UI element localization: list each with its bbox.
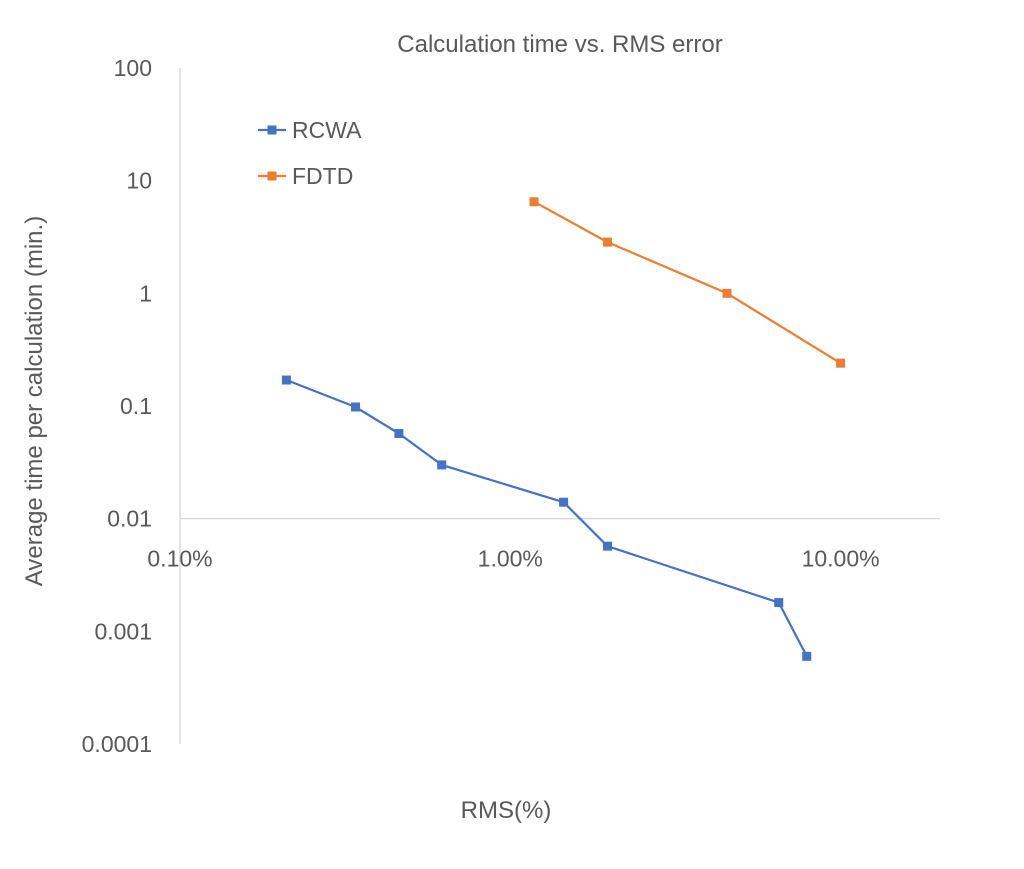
data-point bbox=[529, 197, 539, 207]
legend-label: FDTD bbox=[292, 163, 353, 189]
y-axis-title: Average time per calculation (min.) bbox=[21, 216, 48, 586]
chart-title: Calculation time vs. RMS error bbox=[397, 31, 722, 58]
data-point bbox=[394, 429, 404, 439]
data-point bbox=[722, 288, 732, 298]
series-rcwa bbox=[281, 375, 812, 661]
x-tick-label: 0.10% bbox=[147, 546, 212, 572]
legend-marker bbox=[267, 171, 277, 181]
y-tick-label: 100 bbox=[114, 55, 152, 81]
y-tick-label: 0.001 bbox=[94, 618, 152, 644]
y-tick-label: 0.0001 bbox=[82, 731, 152, 757]
data-point bbox=[559, 497, 569, 507]
y-tick-label: 0.1 bbox=[120, 393, 152, 419]
series-line-rcwa bbox=[285, 378, 808, 657]
legend-label: RCWA bbox=[292, 117, 362, 143]
data-point bbox=[603, 237, 613, 247]
x-tick-label: 1.00% bbox=[478, 546, 543, 572]
data-point bbox=[437, 460, 447, 470]
series-layer bbox=[281, 197, 846, 661]
x-tick-label: 10.00% bbox=[802, 546, 880, 572]
y-tick-label: 1 bbox=[139, 280, 152, 306]
data-point bbox=[774, 598, 784, 608]
data-point bbox=[603, 541, 613, 551]
data-point bbox=[802, 651, 812, 661]
legend-item-rcwa: RCWA bbox=[258, 117, 362, 143]
series-fdtd bbox=[529, 197, 846, 368]
y-tick-label: 0.01 bbox=[107, 506, 152, 532]
data-point bbox=[351, 402, 361, 412]
legend-marker bbox=[267, 125, 277, 135]
y-tick-labels: 0.0001 0.001 0.01 0.1 1 10 100 bbox=[82, 55, 152, 757]
legend: RCWA FDTD bbox=[258, 117, 362, 189]
legend-item-fdtd: FDTD bbox=[258, 163, 353, 189]
data-point bbox=[281, 375, 291, 385]
series-line-fdtd bbox=[533, 200, 842, 365]
data-point bbox=[836, 358, 846, 368]
x-axis-title: RMS(%) bbox=[461, 797, 552, 824]
y-tick-label: 10 bbox=[126, 168, 152, 194]
x-tick-labels: 0.10% 1.00% 10.00% bbox=[147, 546, 879, 572]
